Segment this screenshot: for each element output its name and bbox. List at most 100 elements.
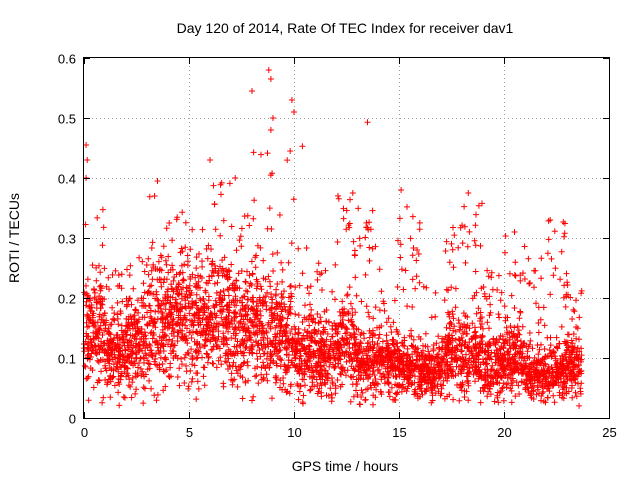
data-point (272, 379, 279, 386)
data-point (158, 283, 165, 290)
data-point (264, 289, 271, 296)
data-point (553, 334, 560, 341)
data-point (379, 338, 386, 345)
data-point (395, 237, 401, 244)
data-point (180, 276, 187, 283)
data-point (482, 360, 489, 367)
data-point (506, 355, 513, 362)
data-point (501, 339, 507, 346)
data-point (348, 363, 355, 370)
data-point (121, 368, 128, 375)
data-point (449, 246, 456, 253)
data-point (341, 353, 348, 360)
data-point (205, 353, 212, 360)
data-point (455, 370, 462, 377)
data-point (392, 390, 399, 397)
data-point (168, 304, 175, 311)
data-point (233, 247, 240, 254)
data-point (243, 343, 250, 350)
data-point (251, 316, 258, 323)
data-point (250, 299, 257, 305)
data-point (556, 392, 563, 399)
data-point (114, 364, 121, 371)
data-point (200, 325, 207, 332)
data-point (95, 335, 102, 342)
data-point (239, 395, 246, 402)
data-point (252, 264, 259, 271)
data-point (93, 277, 100, 284)
data-point (177, 316, 184, 323)
data-point (114, 299, 121, 306)
data-point (486, 325, 492, 332)
data-point (116, 381, 123, 388)
data-point (493, 347, 500, 354)
data-point (244, 358, 251, 365)
data-point (418, 362, 425, 369)
data-point (201, 301, 208, 308)
x-tick-label: 25 (602, 425, 616, 440)
data-point (258, 151, 264, 158)
data-point (239, 336, 246, 343)
data-point (404, 203, 410, 210)
data-point (489, 362, 496, 369)
data-point (511, 272, 518, 278)
data-point (335, 192, 341, 199)
data-point (565, 291, 571, 298)
data-point (462, 357, 469, 364)
data-point (429, 397, 436, 404)
data-point (494, 389, 501, 396)
data-point (398, 353, 405, 360)
data-point (285, 352, 292, 358)
data-point (482, 366, 488, 373)
data-point (277, 356, 284, 363)
data-point (152, 351, 159, 357)
data-point (422, 377, 429, 384)
data-point (89, 262, 96, 269)
data-point (118, 372, 124, 379)
data-point (486, 339, 493, 345)
data-point (303, 363, 310, 370)
data-point (147, 347, 154, 354)
data-point (148, 385, 155, 392)
data-point (284, 322, 291, 329)
data-point (427, 370, 434, 377)
data-point (313, 364, 320, 371)
data-point (423, 353, 429, 360)
data-point (358, 394, 365, 400)
data-point (547, 334, 554, 341)
data-point (154, 178, 161, 184)
data-point (484, 319, 491, 326)
data-point (194, 305, 201, 312)
data-point (404, 303, 411, 310)
data-point (299, 376, 306, 383)
data-point (235, 364, 242, 370)
data-point (124, 365, 131, 372)
data-point (424, 343, 431, 350)
data-point (518, 378, 525, 385)
data-point (381, 307, 388, 314)
data-point (546, 347, 553, 353)
data-point (279, 338, 286, 344)
data-point (570, 363, 577, 370)
data-point (369, 359, 376, 366)
data-point (182, 322, 189, 329)
data-point (375, 381, 381, 388)
data-point (443, 238, 450, 245)
data-point (283, 345, 290, 352)
data-point (373, 380, 380, 387)
data-point (394, 328, 401, 335)
data-point (295, 245, 302, 252)
data-point (176, 365, 183, 372)
data-point (409, 252, 416, 259)
data-point (451, 345, 458, 352)
data-point (90, 286, 97, 292)
data-point (222, 340, 228, 347)
data-point (455, 336, 462, 342)
data-point (169, 337, 176, 344)
data-point (92, 342, 99, 349)
data-point (349, 305, 356, 312)
data-point (568, 375, 575, 382)
data-point (270, 313, 277, 319)
data-point (304, 284, 311, 291)
data-point (418, 363, 425, 370)
